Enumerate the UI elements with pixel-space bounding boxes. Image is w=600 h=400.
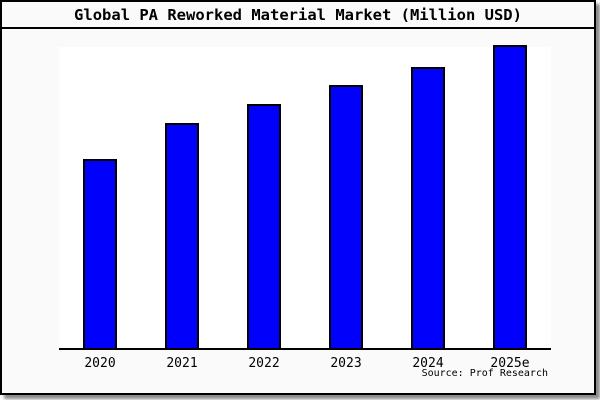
bar-slot-2021 <box>141 47 223 348</box>
x-tick-label-2024: 2024 <box>412 356 444 371</box>
source-credit: Source: Prof Research <box>421 368 548 379</box>
bar-slot-2020 <box>59 47 141 348</box>
x-tick-label-2020: 2020 <box>84 356 116 371</box>
x-tick-label-2023: 2023 <box>330 356 362 371</box>
chart-title: Global PA Reworked Material Market (Mill… <box>2 2 594 29</box>
x-tick-label-2021: 2021 <box>166 356 198 371</box>
plot-area <box>59 45 551 350</box>
bar-slot-2025e <box>469 45 551 348</box>
bar-2025e <box>493 45 527 348</box>
bar-2023 <box>329 85 363 348</box>
bar-2020 <box>83 159 117 348</box>
bar-slot-2023 <box>305 47 387 348</box>
bar-slot-2022 <box>223 47 305 348</box>
bar-2024 <box>411 67 445 348</box>
bar-2022 <box>247 104 281 348</box>
x-tick-label-2022: 2022 <box>248 356 280 371</box>
bar-slot-2024 <box>387 47 469 348</box>
bar-2021 <box>165 123 199 348</box>
x-axis-tick-labels: 2020 2021 2022 2023 2024 2025e <box>59 352 551 371</box>
x-tick-label-2025e: 2025e <box>490 356 530 371</box>
